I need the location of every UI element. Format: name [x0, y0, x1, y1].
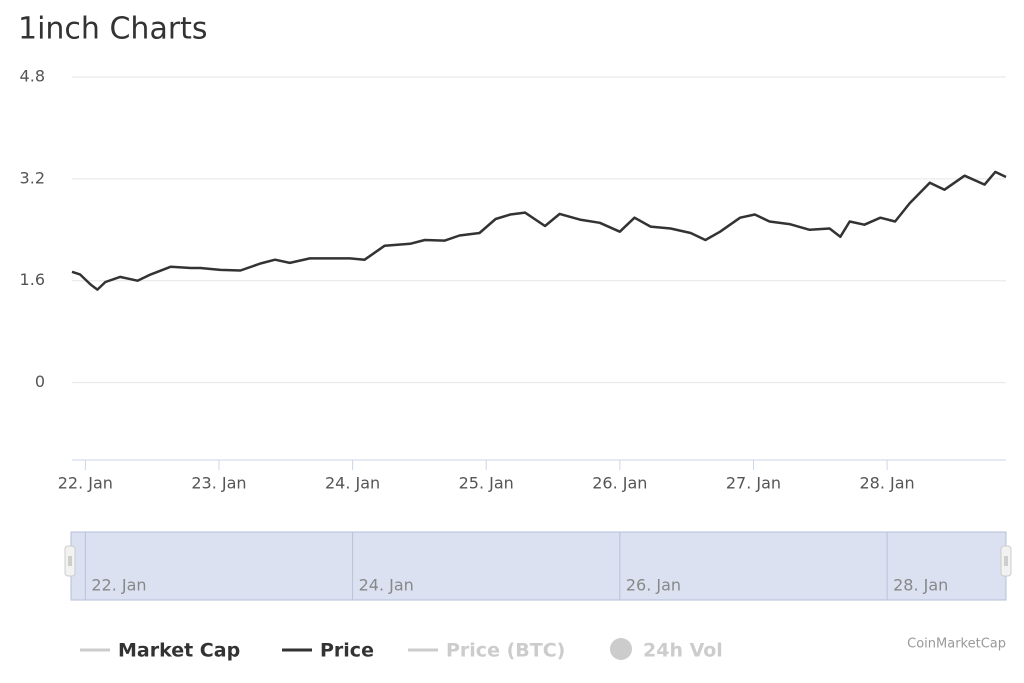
legend-item[interactable]: Price (BTC) [446, 640, 565, 662]
y-tick-label: 1.6 [20, 270, 45, 289]
navigator-background[interactable] [70, 531, 1007, 601]
x-tick-label: 23. Jan [191, 474, 246, 493]
x-tick-label: 25. Jan [459, 474, 514, 493]
legend-item[interactable]: Price [320, 640, 374, 662]
x-tick-label: 22. Jan [58, 474, 113, 493]
navigator-handle[interactable] [64, 545, 76, 577]
legend-item[interactable]: 24h Vol [643, 640, 723, 662]
legend-symbol[interactable] [610, 638, 632, 660]
x-tick-label: 24. Jan [325, 474, 380, 493]
navigator-tick-label: 24. Jan [359, 576, 414, 595]
navigator-tick-label: 22. Jan [91, 576, 146, 595]
y-tick-label: 4.8 [20, 67, 45, 86]
y-tick-label: 3.2 [20, 168, 45, 187]
navigator-tick-label: 26. Jan [626, 576, 681, 595]
credits[interactable]: CoinMarketCap [907, 637, 1006, 652]
legend-item[interactable]: Market Cap [118, 640, 240, 662]
navigator-handle[interactable] [1000, 545, 1012, 577]
y-tick-label: 0 [35, 372, 45, 391]
navigator-tick-label: 28. Jan [893, 576, 948, 595]
x-tick-label: 26. Jan [592, 474, 647, 493]
chart-title: 1inch Charts [18, 12, 208, 47]
x-tick-label: 28. Jan [859, 474, 914, 493]
price-line [71, 170, 1007, 291]
x-tick-label: 27. Jan [726, 474, 781, 493]
